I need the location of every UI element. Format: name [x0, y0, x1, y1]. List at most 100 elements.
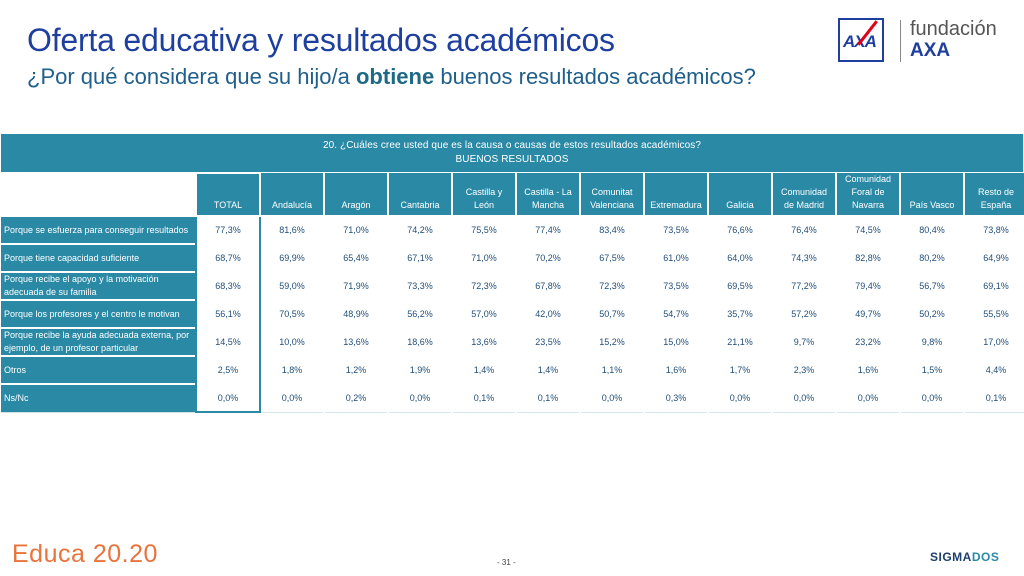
- value-cell: 67,5%: [579, 243, 644, 273]
- value-cell: 74,5%: [835, 215, 900, 245]
- subtitle-pre: ¿Por qué considera que su hijo/a: [27, 64, 356, 89]
- value-cell: 70,2%: [515, 243, 580, 273]
- row-label: Porque se esfuerza para conseguir result…: [1, 215, 196, 244]
- column-header: Cantabria: [387, 173, 452, 216]
- total-cell: 77,3%: [195, 215, 261, 244]
- value-cell: 55,5%: [963, 299, 1024, 329]
- table-row: Porque los profesores y el centro le mot…: [1, 299, 1024, 329]
- value-cell: 0,0%: [387, 383, 452, 413]
- column-header: Andalucía: [259, 173, 324, 216]
- column-header-line: de Madrid: [783, 200, 825, 210]
- value-cell: 18,6%: [387, 327, 452, 357]
- value-cell: 73,5%: [643, 215, 708, 245]
- results-table: 20. ¿Cuáles cree usted que es la causa o…: [1, 134, 1024, 413]
- value-cell: 0,0%: [707, 383, 772, 413]
- value-cell: 76,6%: [707, 215, 772, 245]
- value-cell: 0,0%: [899, 383, 964, 413]
- value-cell: 80,2%: [899, 243, 964, 273]
- value-cell: 1,1%: [579, 355, 644, 385]
- value-cell: 23,2%: [835, 327, 900, 357]
- value-cell: 0,0%: [579, 383, 644, 413]
- column-header: Aragón: [323, 173, 388, 216]
- value-cell: 71,9%: [323, 271, 388, 301]
- corner-cell: [1, 173, 196, 216]
- sigmados-logo: SIGMADOS: [930, 550, 999, 564]
- educa-logo: Educa 20.20: [12, 540, 158, 568]
- value-cell: 81,6%: [259, 215, 324, 245]
- value-cell: 48,9%: [323, 299, 388, 329]
- value-cell: 56,2%: [387, 299, 452, 329]
- value-cell: 69,9%: [259, 243, 324, 273]
- total-cell: 14,5%: [195, 327, 261, 356]
- value-cell: 64,9%: [963, 243, 1024, 273]
- column-header-line: Castilla y: [465, 187, 503, 197]
- column-header-line: Foral de: [851, 187, 885, 197]
- value-cell: 72,3%: [579, 271, 644, 301]
- value-cell: 61,0%: [643, 243, 708, 273]
- table-row: Porque recibe la ayuda adecuada externa,…: [1, 327, 1024, 357]
- logo-divider: [900, 20, 901, 62]
- table-filter: BUENOS RESULTADOS: [455, 154, 569, 165]
- column-header: País Vasco: [899, 173, 964, 216]
- total-cell: 2,5%: [195, 355, 261, 384]
- page-number: - 31 -: [497, 558, 516, 567]
- column-header: Comunidad de Madrid: [771, 173, 836, 216]
- page-subtitle: ¿Por qué considera que su hijo/a obtiene…: [27, 64, 756, 90]
- row-label: Porque los profesores y el centro le mot…: [1, 299, 196, 328]
- value-cell: 1,2%: [323, 355, 388, 385]
- column-header-line: Resto de: [977, 187, 1015, 197]
- column-header-line: Comunidad: [780, 187, 828, 197]
- column-header-line: Andalucía: [271, 200, 313, 210]
- column-header-line: Extremadura: [650, 200, 702, 210]
- value-cell: 35,7%: [707, 299, 772, 329]
- column-header: Extremadura: [643, 173, 708, 216]
- axa-logo-icon: AXA: [838, 18, 884, 62]
- value-cell: 74,3%: [771, 243, 836, 273]
- column-header-line: Valenciana: [590, 200, 634, 210]
- value-cell: 74,2%: [387, 215, 452, 245]
- column-header-line: Comunidad: [844, 174, 892, 184]
- table-header-band: 20. ¿Cuáles cree usted que es la causa o…: [1, 134, 1023, 172]
- value-cell: 9,7%: [771, 327, 836, 357]
- value-cell: 71,0%: [451, 243, 516, 273]
- table-row: Porque se esfuerza para conseguir result…: [1, 215, 1024, 245]
- value-cell: 82,8%: [835, 243, 900, 273]
- value-cell: 69,5%: [707, 271, 772, 301]
- column-header: Resto de España: [963, 173, 1024, 216]
- value-cell: 54,7%: [643, 299, 708, 329]
- column-header: Galicia: [707, 173, 772, 216]
- table-question: 20. ¿Cuáles cree usted que es la causa o…: [322, 140, 702, 151]
- value-cell: 4,4%: [963, 355, 1024, 385]
- value-cell: 0,1%: [451, 383, 516, 413]
- value-cell: 0,0%: [835, 383, 900, 413]
- subtitle-bold: obtiene: [355, 64, 435, 89]
- table-row: Ns/Nc 0,0% 0,0% 0,2% 0,0% 0,1% 0,1% 0,0% 0,3% 0,0…: [1, 383, 1024, 413]
- total-cell: 68,3%: [195, 271, 261, 300]
- column-header-line: TOTAL: [213, 200, 243, 210]
- value-cell: 59,0%: [259, 271, 324, 301]
- logo-line2: AXA: [910, 40, 951, 61]
- value-cell: 49,7%: [835, 299, 900, 329]
- value-cell: 1,7%: [707, 355, 772, 385]
- table-row: Porque recibe el apoyo y la motivación a…: [1, 271, 1024, 301]
- column-header-line: Galicia: [726, 200, 754, 210]
- row-label: Ns/Nc: [1, 383, 196, 412]
- value-cell: 50,2%: [899, 299, 964, 329]
- value-cell: 13,6%: [451, 327, 516, 357]
- value-cell: 67,1%: [387, 243, 452, 273]
- value-cell: 57,2%: [771, 299, 836, 329]
- table-body: Porque se esfuerza para conseguir result…: [1, 215, 1024, 413]
- column-header-line: España: [980, 200, 1012, 210]
- value-cell: 56,7%: [899, 271, 964, 301]
- value-cell: 15,2%: [579, 327, 644, 357]
- column-header: Castilla y León: [451, 173, 516, 216]
- value-cell: 65,4%: [323, 243, 388, 273]
- subtitle-post: buenos resultados académicos?: [434, 64, 756, 89]
- sigma-a: SIGMA: [930, 550, 972, 564]
- value-cell: 0,2%: [323, 383, 388, 413]
- table-row: Porque tiene capacidad suficiente 68,7% 69…: [1, 243, 1024, 273]
- value-cell: 73,5%: [643, 271, 708, 301]
- column-header-line: León: [473, 200, 495, 210]
- value-cell: 1,9%: [387, 355, 452, 385]
- column-header-line: Comunitat: [591, 187, 633, 197]
